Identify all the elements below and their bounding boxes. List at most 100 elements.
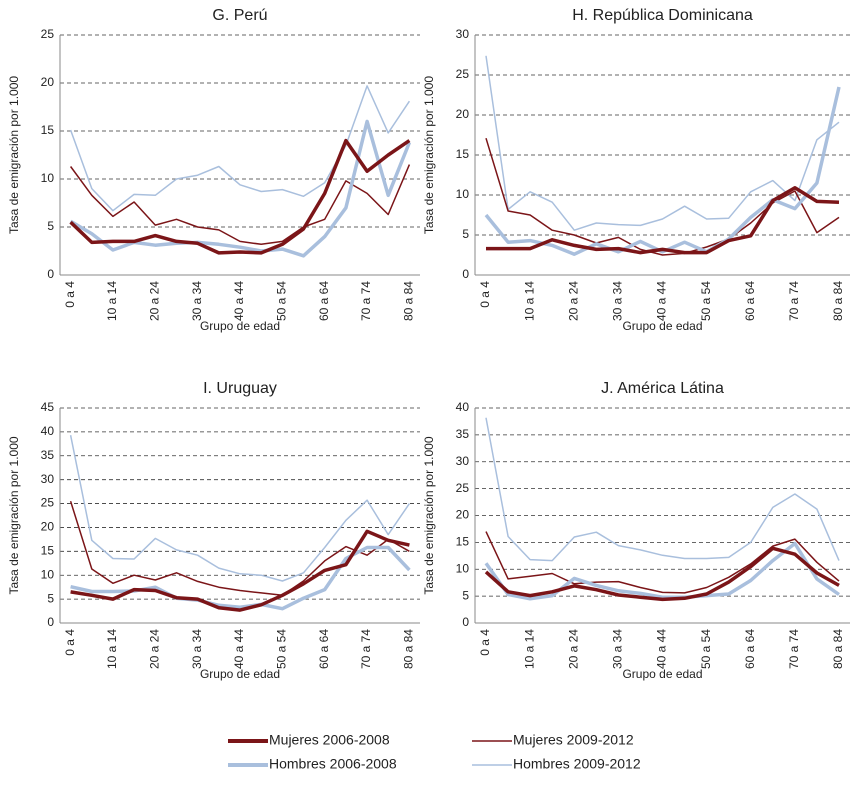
y-tick-label: 40 (456, 400, 470, 414)
y-tick-label: 30 (456, 27, 470, 41)
y-tick-label: 10 (456, 187, 470, 201)
x-tick-label: 50 a 54 (275, 281, 289, 321)
y-tick-label: 20 (41, 75, 55, 89)
x-tick-label: 20 a 24 (147, 281, 161, 321)
y-tick-label: 45 (41, 400, 55, 414)
y-tick-label: 40 (41, 424, 55, 438)
x-axis-label: Grupo de edad (200, 667, 280, 681)
series-line (69, 435, 411, 582)
y-tick-label: 25 (456, 481, 470, 495)
x-tick-label: 10 a 14 (522, 281, 536, 321)
y-axis-label: Tasa de emigración por 1.000 (422, 76, 436, 234)
x-tick-label: 10 a 14 (522, 629, 536, 669)
y-tick-label: 10 (41, 567, 55, 581)
series-line (485, 531, 840, 594)
x-tick-label: 60 a 64 (317, 281, 331, 321)
series-line (70, 545, 411, 611)
chart-title: G. Perú (212, 7, 267, 24)
x-tick-label: 20 a 24 (566, 629, 580, 669)
y-tick-label: 0 (462, 267, 469, 281)
x-tick-label: 80 a 84 (831, 629, 845, 669)
x-tick-label: 30 a 34 (611, 281, 625, 321)
y-tick-label: 20 (41, 520, 55, 534)
y-axis-label: Tasa de emigración por 1.000 (7, 76, 21, 234)
x-tick-label: 30 a 34 (190, 629, 204, 669)
y-tick-label: 15 (456, 535, 470, 549)
y-tick-label: 5 (462, 227, 469, 241)
y-tick-label: 10 (456, 561, 470, 575)
x-axis-label: Grupo de edad (200, 319, 280, 333)
x-tick-label: 80 a 84 (831, 281, 845, 321)
x-tick-label: 60 a 64 (743, 629, 757, 669)
y-axis-label: Tasa de emigración por 1.000 (7, 436, 21, 594)
legend-label: Hombres 2006-2008 (269, 756, 397, 772)
x-tick-label: 0 a 4 (63, 629, 77, 656)
series-line (485, 417, 840, 562)
y-tick-label: 20 (456, 508, 470, 522)
series-line (484, 86, 841, 256)
x-tick-label: 0 a 4 (478, 281, 492, 308)
series-line (484, 546, 840, 602)
x-tick-label: 0 a 4 (478, 629, 492, 656)
y-tick-label: 25 (41, 27, 55, 41)
x-axis-label: Grupo de edad (622, 319, 702, 333)
series-line (69, 500, 410, 597)
y-tick-label: 30 (41, 472, 55, 486)
y-tick-label: 5 (47, 219, 54, 233)
y-tick-label: 10 (41, 171, 55, 185)
x-tick-label: 50 a 54 (699, 281, 713, 321)
series-line (485, 137, 840, 256)
x-tick-label: 10 a 14 (105, 629, 119, 669)
y-tick-label: 15 (456, 147, 470, 161)
x-axis-label: Grupo de edad (622, 667, 702, 681)
y-tick-label: 0 (47, 267, 54, 281)
legend-label: Hombres 2009-2012 (513, 756, 641, 772)
series-line (486, 186, 840, 255)
x-tick-label: 60 a 64 (317, 629, 331, 669)
y-tick-label: 0 (47, 615, 54, 629)
x-tick-label: 20 a 24 (147, 629, 161, 669)
x-tick-label: 80 a 84 (402, 281, 416, 321)
y-tick-label: 30 (456, 454, 470, 468)
legend-label: Mujeres 2006-2008 (269, 732, 390, 748)
y-axis-label: Tasa de emigración por 1.000 (422, 436, 436, 594)
x-tick-label: 20 a 24 (566, 281, 580, 321)
x-tick-label: 40 a 44 (655, 629, 669, 669)
x-tick-label: 70 a 74 (359, 629, 373, 669)
x-tick-label: 70 a 74 (787, 281, 801, 321)
y-tick-label: 5 (47, 591, 54, 605)
x-tick-label: 10 a 14 (105, 281, 119, 321)
y-tick-label: 25 (41, 496, 55, 510)
y-tick-label: 35 (456, 427, 470, 441)
chart-title: H. República Dominicana (572, 7, 753, 24)
x-tick-label: 30 a 34 (190, 281, 204, 321)
y-tick-label: 20 (456, 107, 470, 121)
x-tick-label: 30 a 34 (611, 629, 625, 669)
x-tick-label: 80 a 84 (402, 629, 416, 669)
y-tick-label: 0 (462, 615, 469, 629)
series-line (484, 541, 841, 601)
x-tick-label: 70 a 74 (787, 629, 801, 669)
x-tick-label: 60 a 64 (743, 281, 757, 321)
y-tick-label: 15 (41, 544, 55, 558)
chart-title: I. Uruguay (203, 380, 277, 397)
x-tick-label: 40 a 44 (232, 281, 246, 321)
y-tick-label: 25 (456, 67, 470, 81)
x-tick-label: 50 a 54 (699, 629, 713, 669)
series-line (69, 85, 411, 212)
x-tick-label: 40 a 44 (232, 629, 246, 669)
chart-title: J. América Látina (601, 380, 724, 397)
y-tick-label: 15 (41, 123, 55, 137)
x-tick-label: 50 a 54 (275, 629, 289, 669)
x-tick-label: 70 a 74 (359, 281, 373, 321)
y-tick-label: 5 (462, 588, 469, 602)
series-line (485, 55, 840, 231)
x-tick-label: 40 a 44 (655, 281, 669, 321)
legend-label: Mujeres 2009-2012 (513, 732, 634, 748)
series-line (70, 529, 410, 612)
x-tick-label: 0 a 4 (63, 281, 77, 308)
y-tick-label: 35 (41, 448, 55, 462)
series-line (69, 119, 412, 258)
series-line (69, 138, 411, 255)
